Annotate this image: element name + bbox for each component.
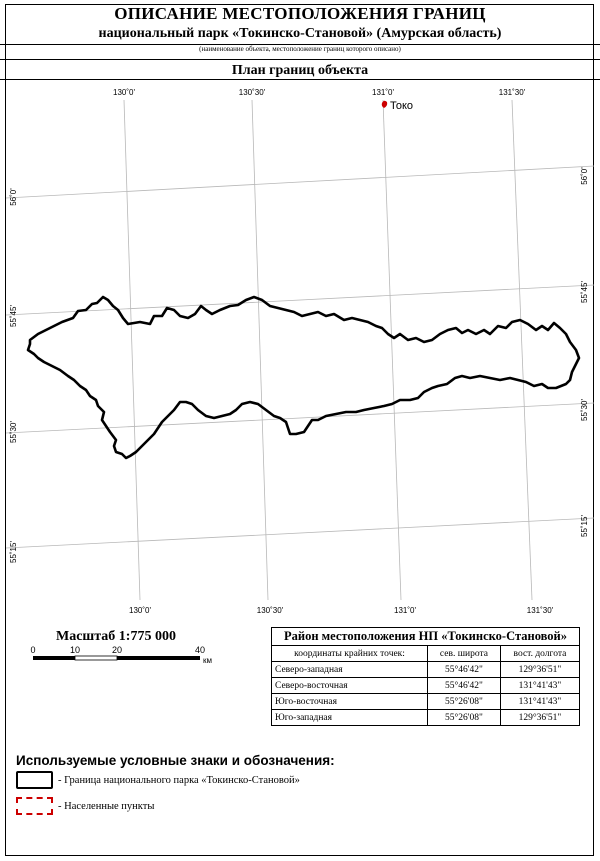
- point-name: Северо-восточная: [270, 677, 429, 694]
- lat-label-right: 55˚45': [580, 281, 589, 303]
- lon-label-bottom: 130˚0': [129, 606, 151, 615]
- lon-label-top: 130˚30': [239, 88, 266, 97]
- lat-label-left: 55˚15': [9, 541, 18, 563]
- lon-label-top: 131˚0': [372, 88, 394, 97]
- parallel-line: [5, 517, 595, 549]
- lon-label-top: 130˚0': [113, 88, 135, 97]
- lat-label-right: 55˚30': [580, 399, 589, 421]
- scale-tick-label: 0: [30, 645, 35, 655]
- meridian-line: [251, 99, 269, 601]
- settlement-legend-symbol: [16, 797, 53, 815]
- region-table: Район местоположения НП «Токинско-Станов…: [270, 627, 581, 726]
- scale-tick-label: 20: [112, 645, 122, 655]
- lat-label-right: 56˚0': [580, 167, 589, 185]
- lon-label-bottom: 131˚0': [394, 606, 416, 615]
- lon-label-top: 131˚30': [499, 88, 526, 97]
- scale-bar: 0 10 20 40 км: [30, 645, 212, 665]
- table-row: Юго-восточная 55°26'08" 131°41'43": [270, 693, 581, 710]
- longitude-cell: 129°36'51": [499, 709, 581, 726]
- meridian-line: [382, 99, 402, 601]
- latitude-cell: 55°46'42": [427, 661, 501, 678]
- meridian-line: [123, 99, 141, 601]
- meridian-line: [511, 99, 533, 601]
- parallel-line: [5, 402, 595, 434]
- lat-label-left: 56˚0': [9, 188, 18, 206]
- page-frame: [5, 4, 594, 856]
- latitude-cell: 55°46'42": [427, 677, 501, 694]
- lon-label-bottom: 131˚30': [527, 606, 554, 615]
- scale-segment: [117, 656, 200, 660]
- latitude-cell: 55°26'08": [427, 709, 501, 726]
- table-row: Северо-западная 55°46'42" 129°36'51": [270, 661, 581, 678]
- boundary-map: 130˚0' 130˚30' 131˚0' 131˚30' 130˚0' 130…: [5, 88, 595, 615]
- scale-tick-label: 10: [70, 645, 80, 655]
- point-name: Северо-западная: [270, 661, 429, 678]
- plan-title: План границ объекта: [231, 63, 369, 78]
- divider: [0, 79, 600, 80]
- boundary-legend-symbol: [16, 771, 53, 789]
- graticule: [5, 99, 595, 601]
- table-row: Северо-восточная 55°46'42" 131°41'43": [270, 677, 581, 694]
- legend-label: - Граница национального парка «Токинско-…: [58, 775, 300, 786]
- table-header: вост. долгота: [499, 645, 581, 662]
- table-header: сев. широта: [427, 645, 501, 662]
- legend-title: Используемые условные знаки и обозначени…: [16, 753, 335, 768]
- longitude-cell: 131°41'43": [499, 677, 581, 694]
- title-underline: [0, 44, 600, 45]
- object-name: национальный парк «Токинско-Становой» (А…: [98, 26, 502, 41]
- region-table-title: Район местоположения НП «Токинско-Станов…: [271, 627, 580, 646]
- divider: [0, 59, 600, 60]
- lon-label-bottom: 130˚30': [257, 606, 284, 615]
- object-caption: (наименование объекта, местоположение гр…: [199, 45, 401, 53]
- latitude-cell: 55°26'08": [427, 693, 501, 710]
- page-title: ОПИСАНИЕ МЕСТОПОЛОЖЕНИЯ ГРАНИЦ: [114, 4, 486, 23]
- longitude-cell: 129°36'51": [499, 661, 581, 678]
- table-row: Юго-западная 55°26'08" 129°36'51": [270, 709, 581, 726]
- scale-segment: [33, 656, 75, 660]
- point-name: Юго-западная: [270, 709, 429, 726]
- point-name: Юго-восточная: [270, 693, 429, 710]
- table-header: координаты крайних точек:: [270, 645, 429, 662]
- lat-label-right: 55˚15': [580, 515, 589, 537]
- parallel-line: [5, 165, 595, 199]
- parallel-line: [5, 284, 595, 316]
- longitude-cell: 131°41'43": [499, 693, 581, 710]
- settlement-label: Токо: [390, 100, 413, 112]
- lat-label-left: 55˚45': [9, 305, 18, 327]
- lat-label-left: 55˚30': [9, 421, 18, 443]
- scale-title: Масштаб 1:775 000: [56, 629, 176, 644]
- legend-label: - Населенные пункты: [58, 801, 155, 812]
- scale-tick-label: 40: [195, 645, 205, 655]
- scale-unit: км: [203, 656, 212, 665]
- park-boundary: [26, 295, 581, 460]
- settlement-marker: [381, 100, 388, 108]
- scale-segment: [74, 655, 118, 661]
